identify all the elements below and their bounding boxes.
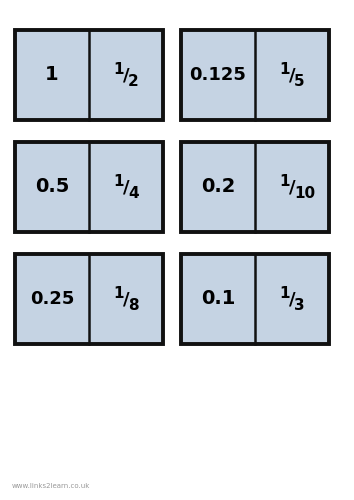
Bar [181, 30, 329, 120]
Text: 0.25: 0.25 [30, 290, 74, 308]
Text: /: / [289, 178, 295, 196]
Bar [15, 254, 163, 344]
Text: 1: 1 [114, 62, 124, 76]
Bar [181, 30, 329, 120]
Text: /: / [123, 290, 129, 308]
Text: 8: 8 [128, 298, 139, 312]
Bar [181, 142, 329, 232]
Text: 1: 1 [280, 286, 290, 300]
Text: www.links2learn.co.uk: www.links2learn.co.uk [12, 483, 90, 489]
Text: 0.5: 0.5 [35, 178, 69, 197]
Text: 0.1: 0.1 [201, 290, 235, 308]
Text: 1: 1 [45, 66, 59, 84]
Bar [181, 142, 329, 232]
Text: 0.2: 0.2 [201, 178, 235, 197]
Text: /: / [289, 290, 295, 308]
Text: 4: 4 [128, 186, 139, 200]
Text: 10: 10 [294, 186, 315, 200]
Text: 1: 1 [280, 174, 290, 188]
Bar [15, 30, 163, 120]
Text: 1: 1 [114, 174, 124, 188]
Text: /: / [123, 66, 129, 84]
Text: /: / [289, 66, 295, 84]
Text: 2: 2 [128, 74, 139, 88]
Text: /: / [123, 178, 129, 196]
Text: 1: 1 [280, 62, 290, 76]
Bar [15, 142, 163, 232]
Bar [15, 142, 163, 232]
Bar [181, 254, 329, 344]
Text: 0.125: 0.125 [189, 66, 246, 84]
Text: 3: 3 [294, 298, 305, 312]
Bar [15, 30, 163, 120]
Text: 1: 1 [114, 286, 124, 300]
Text: 5: 5 [294, 74, 305, 88]
Bar [181, 254, 329, 344]
Bar [15, 254, 163, 344]
